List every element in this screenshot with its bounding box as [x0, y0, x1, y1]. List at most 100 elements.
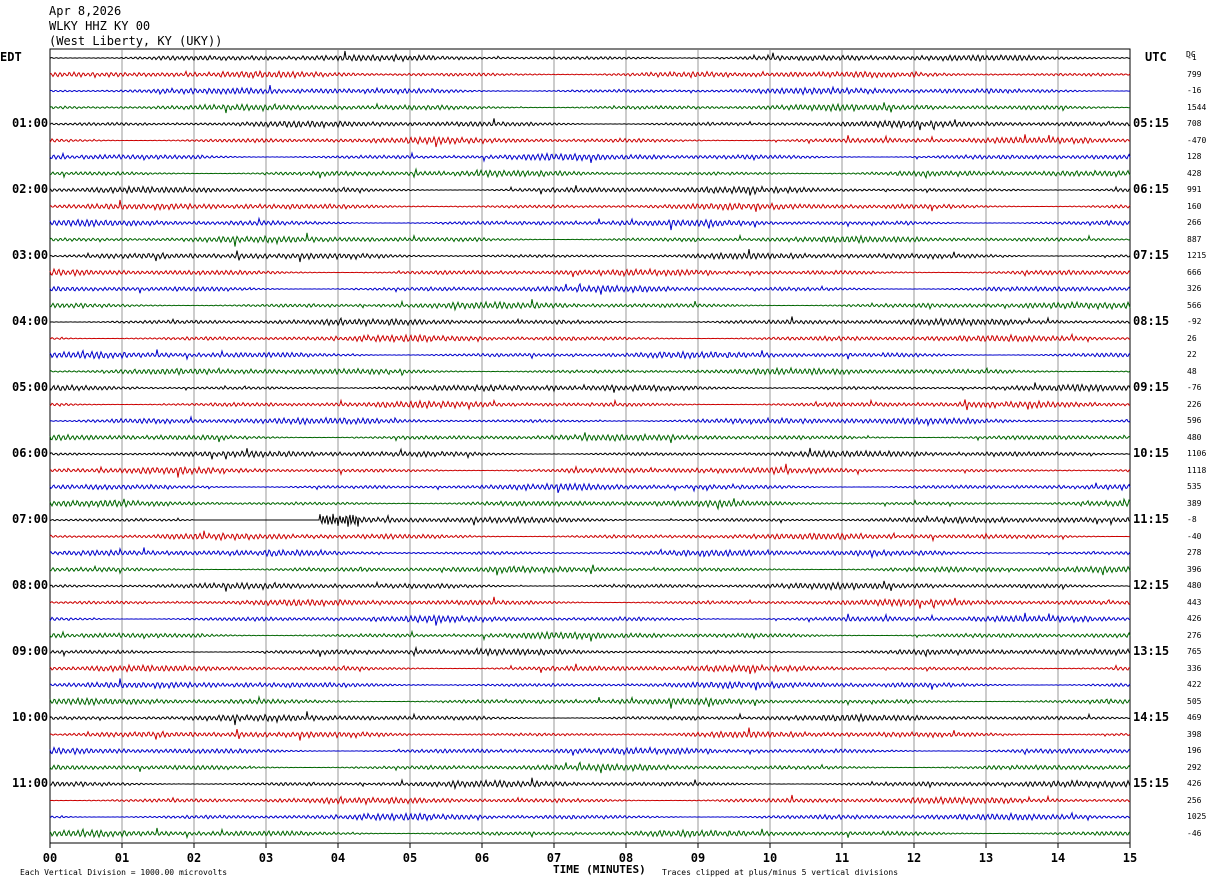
dc-offset-label: 566	[1187, 300, 1202, 310]
x-tick-label: 12	[907, 851, 921, 865]
trace-line	[49, 118, 1131, 131]
trace-line	[49, 711, 1131, 726]
right-hour-label: 06:15	[1133, 182, 1170, 196]
dc-offset-label: 799	[1187, 69, 1202, 79]
dc-offset-label: 480	[1187, 581, 1202, 590]
dc-offset-label: 396	[1187, 564, 1202, 574]
left-hour-label: 10:00	[12, 710, 49, 724]
trace-line	[49, 794, 1131, 806]
dc-offset-label: 1118	[1187, 465, 1207, 475]
dc-offset-label: 26	[1187, 333, 1197, 343]
left-hour-label: 09:00	[12, 644, 49, 658]
clip-note: Traces clipped at plus/minus 5 vertical …	[662, 868, 899, 877]
x-tick-label: 02	[187, 851, 201, 865]
dc-offset-label: -92	[1187, 317, 1202, 326]
x-tick-label: 04	[331, 851, 345, 865]
dc-offset-label: 256	[1187, 795, 1202, 805]
trace-line	[49, 564, 1131, 576]
right-hour-label: 09:15	[1133, 380, 1170, 394]
dc-offset-label: 596	[1187, 416, 1202, 425]
dc-offset-label: 469	[1187, 713, 1202, 722]
x-tick-label: 10	[763, 851, 777, 865]
dc-header: DC	[1186, 50, 1196, 59]
dc-offset-label: 160	[1187, 201, 1202, 211]
right-hour-label: 07:15	[1133, 248, 1170, 262]
dc-offset-label: 426	[1187, 779, 1202, 788]
trace-line	[49, 777, 1131, 791]
dc-offset-label: 276	[1187, 630, 1202, 640]
x-tick-label: 07	[547, 851, 561, 865]
dc-offset-label: 422	[1187, 680, 1202, 689]
right-hour-label: 13:15	[1133, 644, 1170, 658]
trace-line	[49, 432, 1131, 444]
dc-offset-label: 1025	[1187, 812, 1207, 821]
trace-line	[49, 232, 1131, 247]
trace-line	[49, 695, 1131, 709]
trace-line	[49, 332, 1131, 344]
dc-offset-label: 480	[1187, 432, 1202, 442]
x-tick-label: 06	[475, 851, 489, 865]
trace-line	[49, 497, 1131, 511]
dc-offset-label: 226	[1187, 399, 1202, 409]
header-station: WLKY HHZ KY 00	[49, 19, 151, 33]
right-timezone-label: UTC	[1145, 50, 1167, 64]
trace-line	[49, 612, 1131, 626]
dc-offset-label: 196	[1187, 746, 1202, 755]
dc-offset-label: 336	[1187, 663, 1202, 673]
trace-line	[49, 366, 1131, 377]
trace-line	[49, 85, 1131, 96]
dc-offset-label: 266	[1187, 218, 1202, 227]
right-hour-label: 12:15	[1133, 578, 1170, 592]
trace-line	[49, 69, 1131, 80]
dc-offset-label: 535	[1187, 482, 1202, 491]
x-tick-label: 05	[403, 851, 417, 865]
dc-offset-label: 128	[1187, 152, 1202, 161]
dc-offset-label: 666	[1187, 267, 1202, 277]
trace-line	[49, 546, 1131, 560]
right-hour-label: 14:15	[1133, 710, 1170, 724]
trace-line	[49, 248, 1131, 263]
trace-line	[49, 167, 1131, 180]
x-tick-label: 11	[835, 851, 849, 865]
scale-note: Each Vertical Division = 1000.00 microvo…	[20, 868, 228, 877]
dc-offset-label: -76	[1187, 383, 1202, 392]
trace-line	[49, 645, 1131, 658]
trace-line	[49, 199, 1131, 212]
trace-line	[49, 596, 1131, 610]
dc-offset-label: 1215	[1187, 251, 1207, 260]
dc-offset-label: 765	[1187, 647, 1202, 656]
dc-offset-label: 887	[1187, 234, 1202, 244]
dc-offset-label: 48	[1187, 366, 1197, 376]
dc-offset-label: -16	[1187, 86, 1202, 95]
dc-offset-label: 326	[1187, 284, 1202, 293]
dc-offset-label: -40	[1187, 531, 1202, 541]
trace-line	[49, 299, 1131, 312]
trace-line	[49, 463, 1131, 478]
dc-offset-label: 1106	[1187, 449, 1207, 458]
dc-offset-label: -8	[1187, 515, 1197, 524]
trace-line	[49, 216, 1131, 231]
x-tick-label: 14	[1051, 851, 1065, 865]
left-hour-label: 08:00	[12, 578, 49, 592]
dc-offset-label: 991	[1187, 185, 1202, 194]
trace-line	[49, 50, 1131, 63]
trace-line	[49, 447, 1131, 460]
trace-line	[49, 629, 1131, 642]
right-hour-label: 11:15	[1133, 512, 1170, 526]
x-tick-label: 15	[1123, 851, 1137, 865]
left-hour-label: 05:00	[12, 380, 49, 394]
dc-offset-label: 389	[1187, 498, 1202, 508]
dc-offset-label: 278	[1187, 548, 1202, 557]
x-tick-label: 00	[43, 851, 57, 865]
dc-offset-label: -1	[1187, 53, 1197, 62]
trace-line	[49, 580, 1131, 592]
trace-line	[49, 398, 1131, 411]
left-hour-label: 11:00	[12, 776, 49, 790]
x-tick-label: 13	[979, 851, 993, 865]
left-hour-label: 01:00	[12, 116, 49, 130]
header-date: Apr 8,2026	[49, 4, 122, 18]
trace-line	[49, 134, 1131, 148]
right-hour-label: 05:15	[1133, 116, 1170, 130]
right-hour-label: 15:15	[1133, 776, 1170, 790]
right-hour-label: 08:15	[1133, 314, 1170, 328]
